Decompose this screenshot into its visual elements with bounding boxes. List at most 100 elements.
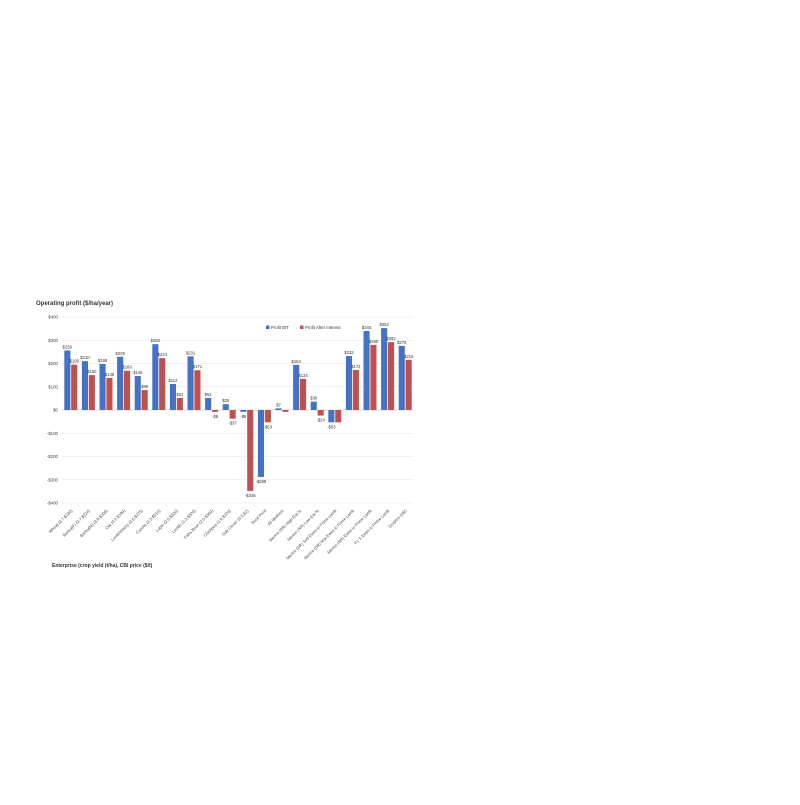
data-label: $112 <box>168 378 178 383</box>
bar-profit-after-interest <box>229 410 236 419</box>
bar-profit-bit <box>134 376 141 410</box>
y-tick-label: $300 <box>48 338 58 343</box>
bar-profit-bit <box>293 364 300 410</box>
bar-profit-bit <box>398 345 405 410</box>
chart-background <box>30 292 422 572</box>
data-label: $146 <box>133 370 143 375</box>
bar-profit-bit <box>275 408 282 410</box>
bar-profit-bit <box>222 404 229 410</box>
data-label: $150 <box>87 369 97 374</box>
bar-profit-bit <box>363 330 370 410</box>
bar-profit-after-interest <box>88 375 95 410</box>
data-label: -$288 <box>256 479 267 484</box>
bar-profit-after-interest <box>71 364 78 410</box>
bar-profit-after-interest <box>106 377 113 410</box>
bar-profit-bit <box>345 356 352 410</box>
data-label: -$348 <box>245 493 256 498</box>
data-label: $172 <box>351 364 361 369</box>
bar-profit-after-interest <box>405 359 412 410</box>
bar-profit-bit <box>169 383 176 410</box>
data-label: $198 <box>98 358 108 363</box>
bar-profit-after-interest <box>352 370 359 410</box>
y-tick-label: $100 <box>48 384 58 389</box>
bar-profit-bit <box>81 361 88 410</box>
data-label: -$24 <box>316 418 325 423</box>
bar-profit-bit <box>328 410 335 423</box>
data-label: $340 <box>362 325 372 330</box>
bar-profit-after-interest <box>282 410 289 412</box>
data-label: $169 <box>122 365 132 370</box>
bar-profit-bit <box>187 356 194 410</box>
bar-profit-after-interest <box>176 397 183 410</box>
data-label: $52 <box>176 392 184 397</box>
bar-profit-bit <box>381 328 388 410</box>
data-label: $232 <box>344 350 354 355</box>
data-label: $52 <box>205 392 213 397</box>
y-axis: $400 $300 $200 $100 $0 -$100 -$200 -$300 -$400 <box>47 315 59 506</box>
data-label: $216 <box>404 354 414 359</box>
legend-swatch <box>300 325 304 329</box>
bar-profit-after-interest <box>212 410 219 412</box>
x-axis-title: Enterprise (crop yield (t/ha), CBI price… <box>52 563 153 569</box>
bar-profit-bit <box>152 344 159 410</box>
data-label: $210 <box>80 355 90 360</box>
data-label: $276 <box>397 340 407 345</box>
bar-profit-bit <box>257 410 264 477</box>
bar-profit-after-interest <box>388 342 395 410</box>
bar-profit-bit <box>205 397 212 410</box>
data-label: $138 <box>105 372 115 377</box>
data-label: $283 <box>151 338 161 343</box>
y-tick-label: $400 <box>48 315 58 320</box>
data-label: $25 <box>222 398 230 403</box>
bar-profit-after-interest <box>300 378 307 410</box>
data-label: $7 <box>276 402 281 407</box>
bar-profit-after-interest <box>370 344 377 410</box>
bar-profit-bit <box>310 401 317 410</box>
chart-title: Operating profit ($/ha/year) <box>36 301 113 307</box>
legend-swatch <box>266 325 270 329</box>
data-label: $280 <box>369 339 379 344</box>
y-tick-label: $200 <box>48 361 58 366</box>
y-tick-label: -$100 <box>47 431 59 436</box>
legend-label: Profit BIT <box>271 325 289 330</box>
bar-profit-after-interest <box>141 390 148 410</box>
y-tick-label: -$400 <box>47 501 59 506</box>
legend: Profit BIT Profit After Interest <box>266 325 341 330</box>
bars <box>64 328 412 491</box>
data-label: $195 <box>70 359 80 364</box>
y-tick-label: -$300 <box>47 477 59 482</box>
y-tick-label: -$200 <box>47 454 59 459</box>
bar-profit-bit <box>99 363 106 410</box>
data-label: -$53 <box>264 424 273 429</box>
data-label: $223 <box>158 352 168 357</box>
data-labels: $256 $210 $198 $229 $146 $283 $112 $231 $52 $25 -$… <box>63 322 414 498</box>
data-label: $231 <box>186 350 196 355</box>
data-label: $194 <box>291 359 301 364</box>
bar-profit-after-interest <box>335 410 342 423</box>
data-label: -$8 <box>240 414 247 419</box>
data-label: -$53 <box>327 424 336 429</box>
bar-profit-bit <box>240 410 247 412</box>
data-label: $292 <box>386 336 396 341</box>
data-label: $229 <box>115 351 125 356</box>
data-label: $36 <box>310 396 318 401</box>
data-label: -$8 <box>212 414 219 419</box>
data-label: $256 <box>63 344 73 349</box>
data-label: $86 <box>141 384 149 389</box>
data-label: $171 <box>193 364 203 369</box>
bar-profit-after-interest <box>264 410 271 423</box>
data-label: -$37 <box>228 421 237 426</box>
bar-profit-after-interest <box>194 370 201 410</box>
bar-profit-after-interest <box>124 370 131 410</box>
bar-profit-bit <box>117 356 124 410</box>
bar-profit-bit <box>64 350 71 410</box>
y-tick-label: $0 <box>53 408 58 413</box>
data-label: $134 <box>298 373 308 378</box>
data-label: $352 <box>379 322 389 327</box>
bar-profit-after-interest <box>247 410 254 491</box>
bar-profit-after-interest <box>317 410 324 416</box>
legend-label: Profit After Interest <box>305 325 341 330</box>
bar-profit-after-interest <box>159 358 166 410</box>
